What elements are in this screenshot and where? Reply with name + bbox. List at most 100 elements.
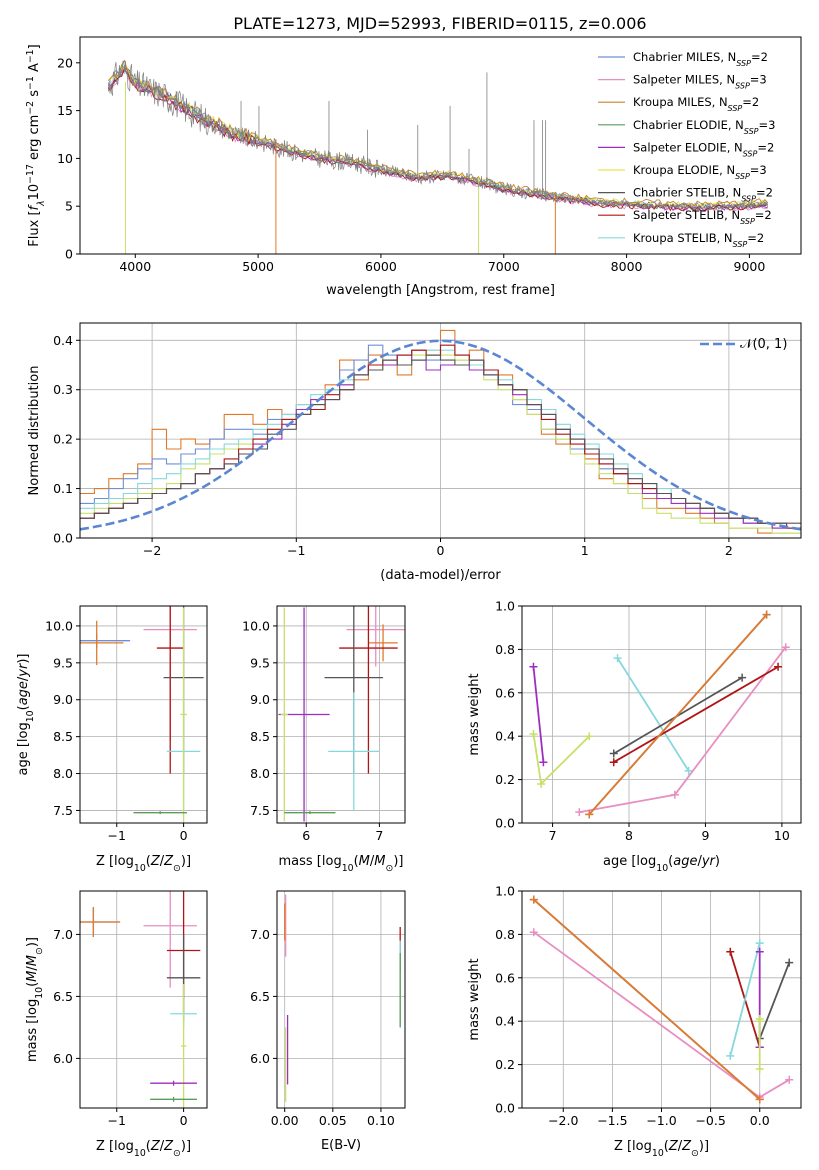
y-tick-label: 8.0 — [250, 766, 270, 781]
plus-marker — [774, 662, 783, 671]
y-tick-label: 8.5 — [250, 729, 270, 744]
model-spectrum-line — [107, 59, 768, 207]
y-tick-label: 0.2 — [53, 432, 73, 447]
plus-marker — [755, 1017, 764, 1026]
plus-marker — [609, 749, 618, 758]
x-tick-label: 0.10 — [367, 1113, 395, 1128]
errorbar-point — [150, 1080, 197, 1086]
x-tick-label: 1 — [581, 543, 589, 558]
x-tick-label: −1.5 — [597, 1113, 627, 1128]
x-tick-label: 5000 — [242, 259, 274, 274]
x-tick-label: 0 — [180, 828, 188, 843]
errorbar-point — [180, 984, 187, 1108]
y-axis-label: mass [log10(M/M⊙)] — [25, 937, 45, 1062]
plus-marker — [539, 758, 548, 767]
plot-area — [529, 895, 794, 1104]
errorbar-point — [180, 607, 187, 822]
plus-marker — [529, 662, 538, 671]
y-tick-label: 0.0 — [53, 531, 73, 546]
errorbar-point — [80, 620, 124, 666]
y-tick-label: 20 — [57, 55, 73, 70]
plus-marker — [726, 947, 735, 956]
plus-marker — [585, 732, 594, 741]
y-tick-label: 10.0 — [45, 618, 73, 633]
plus-marker — [613, 654, 622, 663]
plus-marker — [755, 939, 764, 948]
y-tick-label: 7.5 — [250, 803, 270, 818]
legend-entry: Salpeter ELODIE, NSSP=2 — [633, 140, 774, 158]
residual-histogram-panel: −2 −1 0 1 2 0.0 0.1 0.2 0.3 0.4 (data-model)/error… — [27, 322, 802, 583]
plus-marker — [670, 790, 679, 799]
y-tick-label: 0.2 — [495, 1057, 515, 1072]
x-tick-label: 9000 — [734, 259, 766, 274]
legend-entry: Kroupa MILES, NSSP=2 — [633, 95, 759, 113]
y-tick-label: 6.0 — [53, 1051, 73, 1066]
y-tick-label: 1.0 — [495, 884, 515, 899]
plot-area — [80, 891, 201, 1108]
histogram-step — [80, 354, 801, 524]
x-tick-label: 7000 — [488, 259, 520, 274]
x-tick-label: −0.5 — [695, 1113, 725, 1128]
x-tick-label: −2.0 — [548, 1113, 578, 1128]
errorbar-point — [339, 606, 398, 774]
plot-area — [80, 606, 204, 822]
y-tick-label: 8.0 — [53, 766, 73, 781]
plus-marker — [755, 1095, 764, 1104]
x-tick-label: −1 — [108, 1113, 126, 1128]
weight-line — [532, 666, 545, 763]
plus-marker — [755, 947, 764, 956]
grid — [80, 606, 207, 823]
y-axis-label: mass weight — [467, 673, 482, 755]
legend-entry: Chabrier MILES, NSSP=2 — [633, 50, 768, 68]
x-axis-label: wavelength [Angstrom, rest frame] — [326, 283, 555, 298]
errorbar-point — [143, 891, 197, 988]
y-tick-label: 6.5 — [53, 989, 73, 1004]
spectrum-panel: 4000 5000 6000 7000 8000 9000 0 5 10 15 20 waveleng… — [25, 36, 802, 298]
plus-marker — [585, 810, 594, 819]
y-tick-label: 0.6 — [495, 685, 515, 700]
y-tick-label: 0.8 — [495, 642, 515, 657]
observed-spectrum-line — [107, 60, 769, 211]
grid — [522, 605, 801, 824]
y-tick-label: 0.6 — [495, 970, 515, 985]
y-tick-label: 0.8 — [495, 927, 515, 942]
x-axis-label: age [log10(age/yr) — [603, 854, 720, 874]
x-axis-label: Z [log10(Z/Z⊙)] — [614, 1139, 709, 1159]
x-tick-label: 6 — [302, 828, 310, 843]
legend-entry: Chabrier ELODIE, NSSP=3 — [633, 118, 775, 136]
plus-marker — [609, 758, 618, 767]
y-tick-label: 15 — [57, 103, 73, 118]
plot-area — [284, 894, 401, 1102]
y-tick-label: 7.5 — [53, 803, 73, 818]
x-tick-label: 2 — [725, 543, 733, 558]
y-tick-label: 10.0 — [242, 618, 270, 633]
errorbar-point — [280, 607, 288, 822]
plus-marker — [684, 766, 693, 775]
y-tick-label: 7.0 — [250, 927, 270, 942]
errorbar-point — [133, 811, 187, 815]
plus-marker — [781, 643, 790, 652]
y-tick-label: 7.0 — [53, 927, 73, 942]
weight-line — [758, 962, 791, 1039]
axes-frame — [79, 36, 802, 255]
legend: Chabrier MILES, NSSP=2 Salpeter MILES, NS… — [598, 50, 775, 248]
weight-line — [588, 614, 768, 815]
y-tick-label: 8.5 — [53, 729, 73, 744]
errorbar-point — [150, 1096, 197, 1102]
y-tick-label: 0 — [65, 247, 73, 262]
x-tick-label: −1.0 — [646, 1113, 676, 1128]
x-tick-label: 0.0 — [750, 1113, 770, 1128]
y-tick-label: 9.5 — [250, 655, 270, 670]
grid — [277, 891, 405, 1108]
y-tick-label: 10 — [57, 151, 73, 166]
x-tick-label: 4000 — [119, 259, 151, 274]
plus-marker — [726, 1051, 735, 1060]
legend-entry: Salpeter STELIB, NSSP=2 — [633, 208, 772, 226]
weight-line — [729, 942, 761, 1057]
x-axis-label: (data-model)/error — [380, 568, 501, 583]
x-axis-label: Z [log10(Z/Z⊙)] — [96, 854, 191, 874]
legend: 𝒩(0, 1) — [700, 337, 787, 352]
z-vs-mass-panel: −1 0 6.0 6.5 7.0 Z [log10(Z/Z⊙)] mass [log10(M… — [25, 890, 208, 1159]
x-tick-label: −1 — [108, 828, 126, 843]
